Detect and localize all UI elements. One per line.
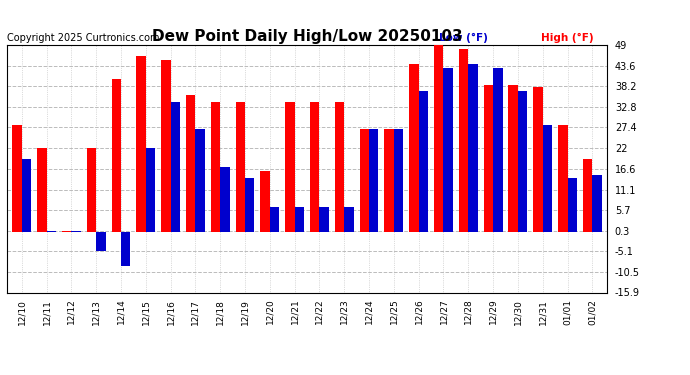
Bar (419, 91, 428, 232)
Bar (518, 91, 527, 232)
Text: Copyright 2025 Curtronics.com: Copyright 2025 Curtronics.com (7, 33, 159, 42)
Bar (558, 125, 567, 232)
Bar (469, 64, 477, 232)
Bar (344, 207, 354, 232)
Bar (260, 171, 270, 232)
Bar (112, 80, 121, 232)
Bar (384, 129, 394, 232)
Bar (533, 87, 543, 232)
Bar (245, 178, 255, 232)
Bar (434, 45, 444, 232)
Bar (235, 102, 245, 232)
Bar (295, 207, 304, 232)
Bar (459, 49, 469, 232)
Bar (12, 125, 22, 232)
Bar (583, 159, 592, 232)
Bar (96, 232, 106, 251)
Bar (444, 68, 453, 232)
Bar (137, 57, 146, 232)
Bar (567, 178, 577, 232)
Bar (369, 129, 379, 232)
Bar (409, 64, 419, 232)
Bar (310, 102, 319, 232)
Bar (270, 207, 279, 232)
Bar (335, 102, 344, 232)
Bar (592, 175, 602, 232)
Bar (359, 129, 369, 232)
Bar (493, 68, 502, 232)
Text: Low (°F): Low (°F) (439, 33, 488, 42)
Bar (170, 102, 180, 232)
Bar (394, 129, 403, 232)
Bar (62, 231, 71, 232)
Bar (121, 232, 130, 266)
Bar (543, 125, 552, 232)
Bar (22, 159, 31, 232)
Bar (161, 60, 170, 232)
Bar (186, 94, 195, 232)
Bar (37, 148, 47, 232)
Bar (71, 231, 81, 232)
Bar (211, 102, 220, 232)
Bar (484, 85, 493, 232)
Bar (285, 102, 295, 232)
Bar (87, 148, 96, 232)
Title: Dew Point Daily High/Low 20250103: Dew Point Daily High/Low 20250103 (152, 29, 462, 44)
Bar (220, 167, 230, 232)
Bar (47, 231, 56, 232)
Bar (146, 148, 155, 232)
Bar (195, 129, 205, 232)
Bar (319, 207, 329, 232)
Bar (509, 85, 518, 232)
Text: High (°F): High (°F) (541, 33, 594, 42)
